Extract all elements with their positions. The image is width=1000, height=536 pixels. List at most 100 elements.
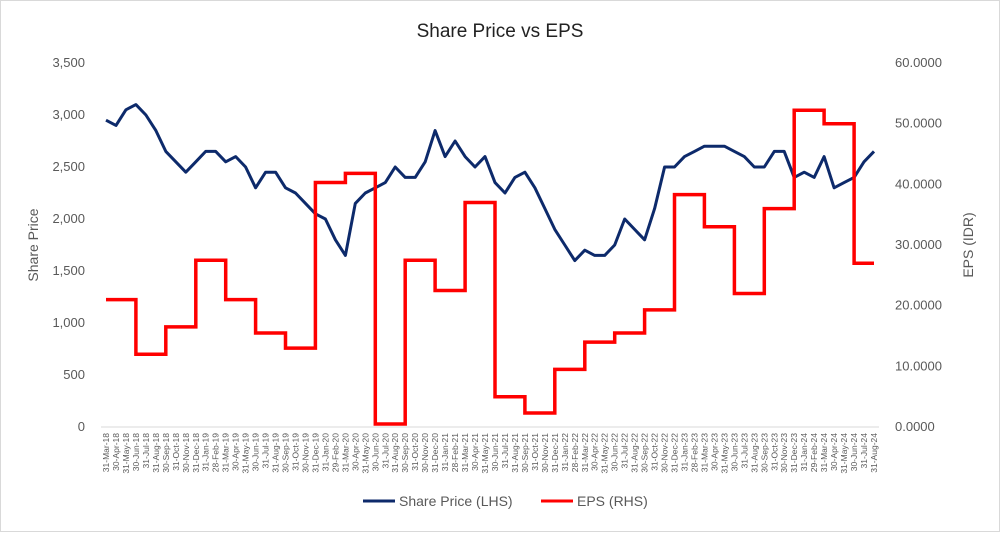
- x-tick-label: 30-Nov-18: [181, 433, 191, 473]
- x-tick-label: 30-Apr-23: [709, 433, 719, 471]
- x-tick-label: 31-Dec-23: [789, 433, 799, 473]
- x-tick-label: 31-Jan-19: [201, 433, 211, 472]
- x-tick-label: 31-Jul-20: [380, 433, 390, 469]
- x-tick-label: 31-Dec-19: [310, 433, 320, 473]
- x-tick-label: 30-Jun-22: [610, 433, 620, 472]
- x-tick-label: 31-Jul-23: [739, 433, 749, 469]
- x-tick-label: 31-May-19: [241, 433, 251, 474]
- x-tick-label: 31-Oct-20: [410, 433, 420, 471]
- x-tick-label: 31-Jul-19: [261, 433, 271, 469]
- x-tick-label: 31-Mar-24: [819, 433, 829, 472]
- x-tick-label: 30-Jun-24: [849, 433, 859, 472]
- x-tick-label: 30-Jun-19: [251, 433, 261, 472]
- x-tick-label: 31-Mar-18: [101, 433, 111, 472]
- legend-label-share-price: Share Price (LHS): [399, 493, 513, 509]
- x-tick-label: 28-Feb-19: [211, 433, 221, 472]
- x-tick-label: 30-Nov-22: [660, 433, 670, 473]
- left-axis-ticks: 0 500 1,000 1,500 2,000 2,500 3,000 3,500: [52, 55, 85, 434]
- x-tick-label: 30-Jun-18: [131, 433, 141, 472]
- x-tick-label: 30-Jun-20: [370, 433, 380, 472]
- x-tick-label: 31-Aug-22: [630, 433, 640, 473]
- x-tick-label: 30-Nov-21: [540, 433, 550, 473]
- x-tick-label: 30-Sep-23: [759, 433, 769, 473]
- x-tick-label: 31-May-18: [121, 433, 131, 474]
- x-tick-label: 30-Apr-24: [829, 433, 839, 471]
- x-tick-label: 30-Apr-18: [111, 433, 121, 471]
- chart-title: Share Price vs EPS: [417, 21, 584, 42]
- x-tick-label: 31-Dec-21: [550, 433, 560, 473]
- x-tick-label: 31-May-23: [719, 433, 729, 474]
- x-tick-label: 28-Feb-23: [689, 433, 699, 472]
- x-tick-label: 28-Feb-22: [570, 433, 580, 472]
- x-tick-label: 28-Feb-21: [450, 433, 460, 472]
- x-tick-label: 31-Oct-23: [769, 433, 779, 471]
- x-tick-label: 31-Jan-24: [799, 433, 809, 472]
- left-tick-label: 1,000: [52, 315, 85, 330]
- x-tick-label: 30-Nov-23: [779, 433, 789, 473]
- x-tick-label: 31-Oct-21: [530, 433, 540, 471]
- x-tick-label: 31-Aug-20: [390, 433, 400, 473]
- x-axis-ticks: 31-Mar-18 30-Apr-18 31-May-18 30-Jun-18 31-J…: [101, 433, 879, 474]
- x-tick-label: 31-Aug-19: [271, 433, 281, 473]
- x-tick-label: 31-Aug-21: [510, 433, 520, 473]
- x-tick-label: 31-May-20: [360, 433, 370, 474]
- left-tick-label: 2,000: [52, 211, 85, 226]
- x-tick-label: 31-Aug-23: [749, 433, 759, 473]
- x-tick-label: 31-Jan-20: [320, 433, 330, 472]
- x-tick-label: 31-Aug-24: [869, 433, 879, 473]
- x-tick-label: 30-Sep-22: [640, 433, 650, 473]
- x-tick-label: 31-May-22: [600, 433, 610, 474]
- x-tick-label: 30-Sep-18: [161, 433, 171, 473]
- x-tick-label: 31-Jul-22: [620, 433, 630, 469]
- left-tick-label: 2,500: [52, 159, 85, 174]
- x-tick-label: 31-Aug-18: [151, 433, 161, 473]
- left-tick-label: 1,500: [52, 263, 85, 278]
- x-tick-label: 31-Mar-19: [221, 433, 231, 472]
- right-tick-label: 20.0000: [895, 298, 942, 313]
- right-tick-label: 40.0000: [895, 176, 942, 191]
- right-tick-label: 50.0000: [895, 116, 942, 131]
- right-tick-label: 30.0000: [895, 237, 942, 252]
- x-tick-label: 30-Sep-19: [281, 433, 291, 473]
- x-tick-label: 31-Jan-22: [560, 433, 570, 472]
- left-tick-label: 500: [63, 367, 85, 382]
- x-tick-label: 31-Mar-22: [580, 433, 590, 472]
- x-tick-label: 30-Nov-20: [420, 433, 430, 473]
- x-tick-label: 31-Jul-21: [500, 433, 510, 469]
- series-line-share-price: [105, 103, 876, 263]
- plot-series: [105, 103, 876, 426]
- x-tick-label: 31-Jul-24: [859, 433, 869, 469]
- legend: Share Price (LHS) EPS (RHS): [363, 493, 648, 509]
- x-tick-label: 30-Sep-20: [400, 433, 410, 473]
- x-tick-label: 30-Apr-20: [350, 433, 360, 471]
- x-tick-label: 31-Dec-18: [191, 433, 201, 473]
- x-tick-label: 31-Oct-18: [171, 433, 181, 471]
- x-tick-label: 30-Apr-21: [470, 433, 480, 471]
- x-tick-label: 31-Mar-21: [460, 433, 470, 472]
- legend-label-eps: EPS (RHS): [577, 493, 648, 509]
- x-tick-label: 30-Nov-19: [300, 433, 310, 473]
- left-axis-title: Share Price: [25, 208, 41, 281]
- right-tick-label: 60.0000: [895, 55, 942, 70]
- x-tick-label: 31-Jul-18: [141, 433, 151, 469]
- left-tick-label: 0: [78, 419, 85, 434]
- right-axis-ticks: 0.0000 10.0000 20.0000 30.0000 40.0000 50.000…: [895, 55, 942, 434]
- x-tick-label: 31-Jan-23: [680, 433, 690, 472]
- series-line-eps: [106, 108, 874, 426]
- left-tick-label: 3,500: [52, 55, 85, 70]
- x-tick-label: 30-Apr-22: [590, 433, 600, 471]
- x-tick-label: 31-Oct-19: [291, 433, 301, 471]
- x-tick-label: 31-Dec-22: [670, 433, 680, 473]
- x-tick-label: 30-Jun-23: [729, 433, 739, 472]
- x-tick-label: 31-May-21: [480, 433, 490, 474]
- x-tick-label: 31-Mar-20: [340, 433, 350, 472]
- left-tick-label: 3,000: [52, 107, 85, 122]
- x-tick-label: 29-Feb-24: [809, 433, 819, 472]
- right-tick-label: 10.0000: [895, 358, 942, 373]
- x-tick-label: 30-Jun-21: [490, 433, 500, 472]
- x-tick-label: 31-Dec-20: [430, 433, 440, 473]
- x-tick-label: 30-Apr-19: [231, 433, 241, 471]
- x-tick-label: 31-May-24: [839, 433, 849, 474]
